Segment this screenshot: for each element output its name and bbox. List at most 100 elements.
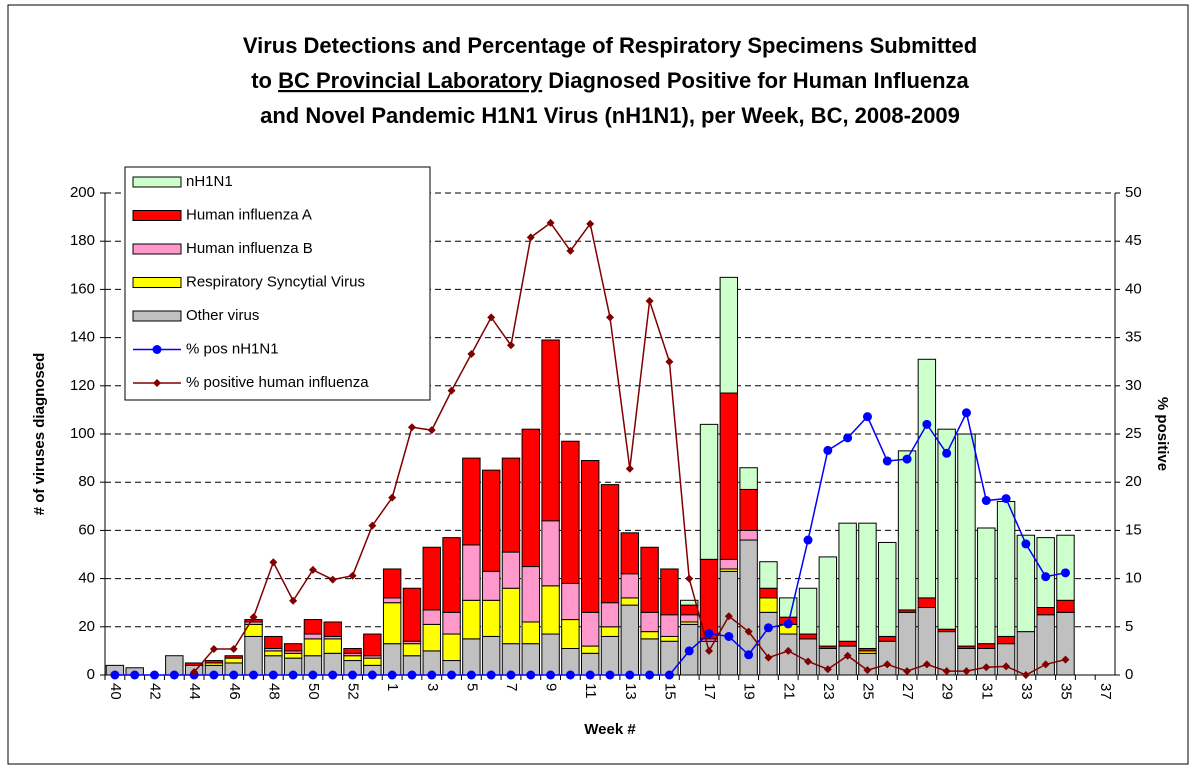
bar-segment	[878, 640, 897, 676]
bar-segment	[343, 655, 362, 662]
bar-segment	[462, 457, 481, 546]
bar-segment	[1056, 611, 1075, 676]
y-tick-label: 100	[70, 425, 95, 442]
y-tick-label: 180	[70, 232, 95, 249]
marker	[407, 670, 417, 680]
legend-swatch	[132, 210, 182, 221]
marker	[153, 379, 161, 387]
marker	[1021, 671, 1030, 679]
bar-segment	[680, 604, 699, 616]
marker	[763, 623, 773, 633]
marker	[744, 650, 754, 660]
bar-segment	[481, 570, 501, 601]
bar-segment	[224, 655, 243, 659]
marker	[823, 665, 832, 674]
legend-label: % positive human influenza	[186, 374, 369, 391]
marker	[1001, 494, 1011, 504]
legend-label: Respiratory Syncytial Virus	[186, 273, 365, 290]
legend-swatch	[132, 243, 182, 255]
marker	[724, 631, 734, 641]
marker	[645, 296, 654, 305]
bar-segment	[382, 602, 402, 645]
marker	[705, 646, 714, 655]
marker	[209, 670, 219, 680]
bar-segment	[600, 602, 620, 628]
y2-tick-label: 15	[1125, 521, 1142, 538]
bar-segment	[481, 635, 501, 676]
marker	[566, 246, 575, 255]
marker	[387, 670, 397, 680]
marker	[289, 596, 298, 605]
bar-segment	[303, 633, 323, 640]
marker	[823, 445, 833, 455]
marker	[982, 663, 991, 672]
bar-segment	[561, 440, 580, 584]
marker	[862, 412, 872, 422]
bar-segment	[759, 597, 778, 613]
x-tick-label: 31	[978, 683, 995, 700]
bar-segment	[580, 645, 600, 654]
bar-segment	[660, 635, 679, 642]
marker	[506, 670, 516, 680]
marker	[486, 670, 496, 680]
bar-segment	[283, 643, 303, 652]
bar-segment	[501, 643, 521, 676]
marker	[546, 218, 555, 227]
y-tick-label: 140	[70, 329, 95, 346]
marker	[487, 313, 496, 322]
bar-segment	[620, 573, 640, 599]
marker	[308, 565, 317, 574]
y2-tick-label: 25	[1125, 425, 1142, 442]
bar-segment	[382, 597, 402, 604]
marker	[843, 651, 852, 660]
bar-segment	[818, 556, 838, 647]
marker	[784, 646, 793, 655]
y2-tick-label: 40	[1125, 280, 1142, 297]
bar-segment	[680, 599, 699, 606]
bar-segment	[996, 635, 1016, 645]
bar-segment	[541, 339, 560, 522]
bar-segment	[184, 662, 204, 666]
x-tick-label: 19	[741, 683, 758, 700]
y-tick-label: 200	[70, 184, 95, 201]
x-tick-label: 52	[345, 683, 362, 700]
y2-axis-label: % positive	[1154, 397, 1171, 471]
bar-segment	[917, 597, 937, 609]
x-tick-label: 15	[661, 683, 678, 700]
bar-segment	[798, 587, 818, 635]
bar-segment	[699, 423, 719, 560]
marker	[565, 670, 575, 680]
bar-segment	[957, 433, 976, 647]
marker	[546, 670, 556, 680]
legend-swatch	[132, 277, 182, 288]
marker	[367, 670, 377, 680]
marker	[724, 612, 733, 621]
marker	[209, 644, 218, 653]
bar-segment	[620, 597, 640, 606]
bar-segment	[640, 611, 659, 633]
marker	[1021, 539, 1031, 549]
bar-segment	[897, 450, 917, 611]
bar-segment	[600, 626, 620, 637]
legend-label: Human influenza B	[186, 240, 313, 257]
bar-segment	[541, 585, 560, 635]
x-tick-label: 5	[463, 683, 480, 691]
marker	[664, 670, 674, 680]
bar-segment	[600, 635, 620, 676]
bar-segment	[699, 640, 719, 676]
bar-segment	[1056, 599, 1075, 613]
marker	[150, 670, 160, 680]
marker	[466, 670, 476, 680]
marker	[467, 349, 476, 358]
bar-segment	[878, 635, 897, 642]
bar-segment	[719, 276, 739, 394]
bar-segment	[303, 619, 323, 635]
bar-segment	[937, 428, 956, 630]
bar-segment	[462, 544, 481, 601]
bar-segment	[680, 614, 699, 623]
title-text: and Novel Pandemic H1N1 Virus (nH1N1), p…	[260, 103, 960, 128]
bar-segment	[660, 614, 679, 637]
bar-segment	[323, 621, 342, 637]
marker	[882, 456, 892, 466]
marker	[288, 670, 298, 680]
